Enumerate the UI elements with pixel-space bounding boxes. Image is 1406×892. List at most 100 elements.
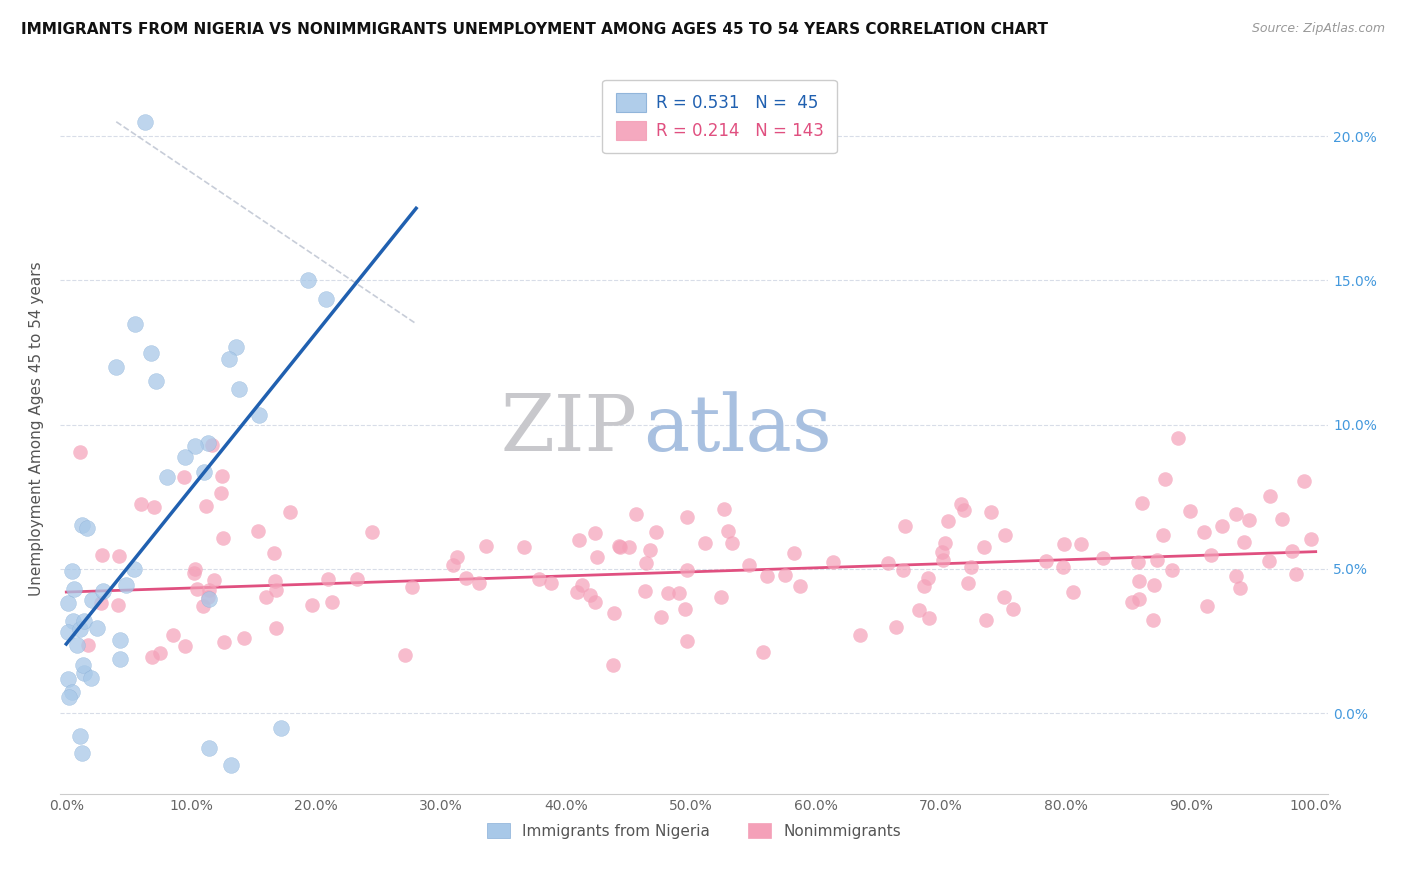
Point [443,558,465,573]
Point [1154,472,1177,486]
Point [1271,512,1294,526]
Point [60,685,83,699]
Point [80,593,103,607]
Point [907,603,929,617]
Point [668,586,690,600]
Point [105,359,128,374]
Point [710,591,733,605]
Point [650,610,672,624]
Point [578,588,600,602]
Point [676,633,699,648]
Point [1035,554,1057,568]
Point [1152,527,1174,541]
Point [586,549,609,564]
Point [877,556,900,570]
Point [394,648,416,662]
Point [134,115,156,129]
Point [211,469,233,483]
Point [184,562,207,576]
Point [602,607,624,621]
Point [219,758,242,772]
Point [1281,543,1303,558]
Point [264,621,287,635]
Point [1299,532,1322,546]
Point [141,650,163,665]
Point [1126,555,1149,569]
Point [264,574,287,589]
Point [934,536,956,550]
Point [849,628,872,642]
Point [1001,602,1024,616]
Text: atlas: atlas [644,391,832,467]
Point [634,556,657,570]
Point [197,590,219,604]
Point [315,292,337,306]
Point [77,638,100,652]
Point [346,572,368,586]
Point [974,613,997,627]
Point [90,596,112,610]
Legend: Immigrants from Nigeria, Nonimmigrants: Immigrants from Nigeria, Nonimmigrants [481,816,907,845]
Point [142,500,165,514]
Point [540,575,562,590]
Point [609,541,631,555]
Point [297,272,319,286]
Point [202,574,225,588]
Point [893,563,915,577]
Point [60,564,83,578]
Point [69,445,91,459]
Point [657,586,679,600]
Point [73,666,96,681]
Point [110,632,132,647]
Point [973,540,995,554]
Point [960,559,983,574]
Point [894,519,917,533]
Point [789,579,811,593]
Point [607,539,630,553]
Point [993,591,1015,605]
Point [475,539,498,553]
Point [264,583,287,598]
Point [1237,513,1260,527]
Point [738,558,761,572]
Point [72,657,94,672]
Point [884,619,907,633]
Point [917,572,939,586]
Point [1229,581,1251,595]
Point [565,584,588,599]
Point [1146,553,1168,567]
Point [1091,550,1114,565]
Point [197,436,219,450]
Point [122,562,145,576]
Point [107,599,129,613]
Point [58,690,80,704]
Point [198,740,221,755]
Point [247,409,270,423]
Point [980,505,1002,519]
Point [183,566,205,580]
Point [821,555,844,569]
Point [173,470,195,484]
Point [183,440,205,454]
Point [361,524,384,539]
Point [953,503,976,517]
Point [645,525,668,540]
Point [1258,489,1281,503]
Point [1161,563,1184,577]
Point [720,536,742,550]
Point [212,635,235,649]
Point [568,533,591,547]
Point [156,470,179,484]
Point [912,579,935,593]
Point [676,563,699,577]
Point [70,747,93,761]
Point [1257,554,1279,568]
Point [1225,569,1247,583]
Point [76,521,98,535]
Point [115,578,138,592]
Point [66,638,89,652]
Point [638,543,661,558]
Point [624,508,647,522]
Text: IMMIGRANTS FROM NIGERIA VS NONIMMIGRANTS UNEMPLOYMENT AMONG AGES 45 TO 54 YEARS : IMMIGRANTS FROM NIGERIA VS NONIMMIGRANTS… [21,22,1047,37]
Point [247,524,270,539]
